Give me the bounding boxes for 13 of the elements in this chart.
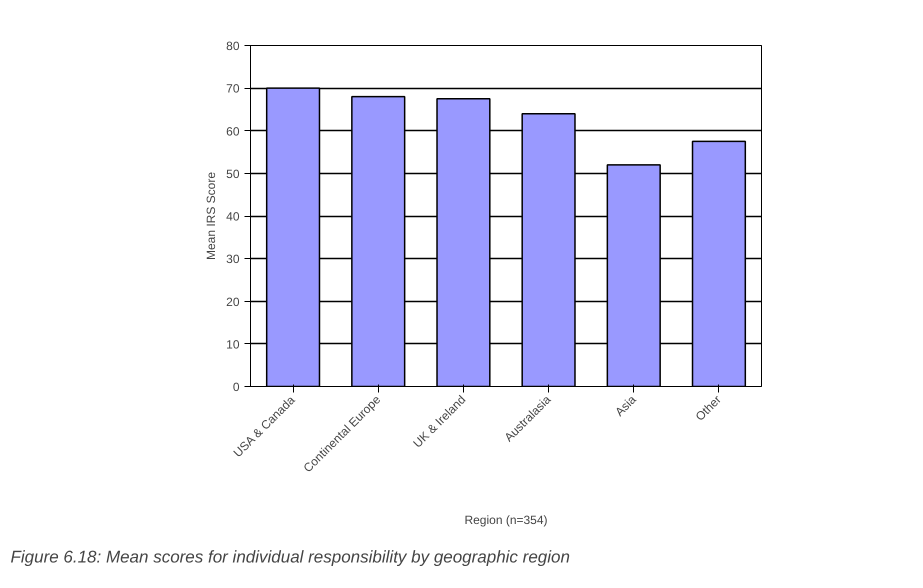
y-tick-label: 70 (226, 82, 240, 96)
y-tick-label: 0 (232, 380, 240, 394)
caption: Figure 6.18: Mean scores for individual responsibility by geographic region (10, 548, 570, 566)
y-tick-label: 60 (226, 124, 240, 138)
y-tick-label: 30 (226, 252, 240, 266)
y-tick-label: 40 (226, 210, 240, 224)
y-axis-title: Mean IRS Score (204, 172, 218, 260)
y-tick-label: 80 (226, 39, 240, 53)
y-tick-label: 50 (226, 166, 240, 181)
x-tick-label: Asia (612, 392, 639, 419)
y-tick-label: 10 (226, 337, 240, 352)
x-axis-title: Region (n=354) (464, 513, 548, 528)
y-tick-label: 20 (226, 294, 240, 309)
